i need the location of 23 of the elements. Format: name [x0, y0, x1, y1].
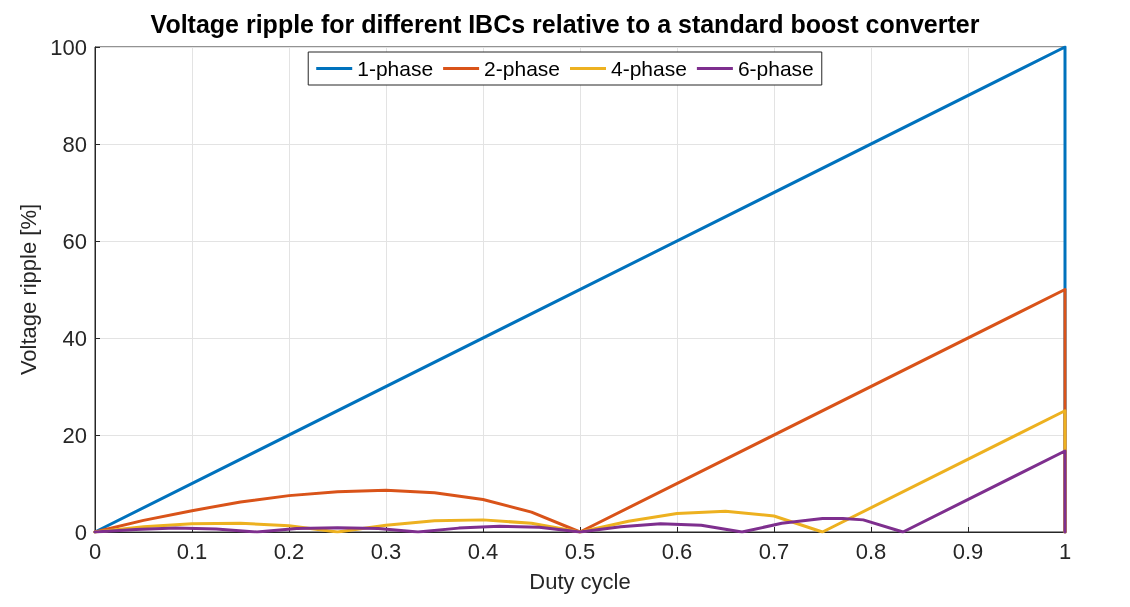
x-axis-title: Duty cycle — [529, 568, 631, 594]
x-tick-label: 0.5 — [564, 538, 596, 564]
y-axis-title: Voltage ripple [%] — [15, 203, 41, 376]
y-tick-label: 20 — [62, 422, 87, 448]
x-tick-label: 0.7 — [758, 538, 790, 564]
x-tick-label: 0.6 — [661, 538, 693, 564]
x-tick-label: 0.4 — [467, 538, 499, 564]
y-tick-label: 80 — [62, 131, 87, 157]
legend-label: 1-phase — [357, 57, 434, 80]
y-tick-label: 60 — [62, 228, 87, 254]
x-tick-label: 0.3 — [370, 538, 402, 564]
legend-label: 6-phase — [737, 57, 814, 80]
x-tick-label: 0.1 — [176, 538, 208, 564]
x-tick-label: 0.2 — [273, 538, 305, 564]
y-tick-label: 100 — [50, 34, 87, 60]
y-tick-label: 0 — [74, 519, 87, 545]
legend-label: 2-phase — [484, 57, 560, 80]
chart-title: Voltage ripple for different IBCs relative to a standard boost converter — [150, 9, 980, 38]
y-tick-label: 40 — [62, 325, 87, 351]
x-tick-label: 1 — [1058, 538, 1072, 564]
x-tick-label: 0.9 — [952, 538, 984, 564]
legend-label: 4-phase — [611, 57, 687, 80]
x-tick-label: 0.8 — [855, 538, 887, 564]
